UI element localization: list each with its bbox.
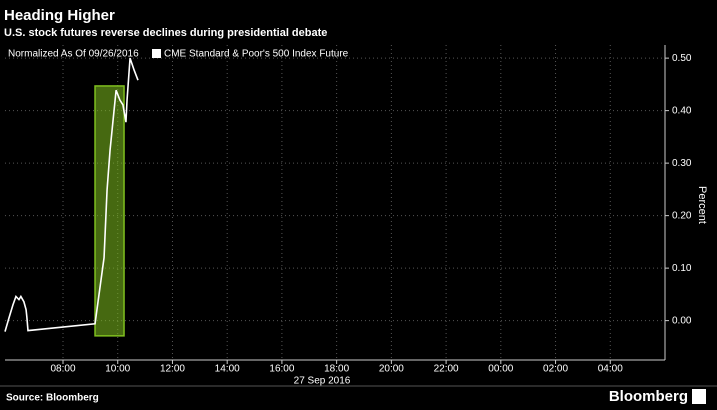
- y-tick-label: 0.30: [672, 158, 692, 169]
- x-tick-label: 00:00: [488, 364, 513, 375]
- x-tick-label: 02:00: [543, 364, 568, 375]
- x-tick-label: 14:00: [215, 364, 240, 375]
- y-tick-label: 0.10: [672, 263, 692, 274]
- y-tick-label: 0.20: [672, 210, 692, 221]
- y-axis-label: Percent: [696, 186, 708, 224]
- x-tick-label: 18:00: [324, 364, 349, 375]
- x-tick-label: 20:00: [379, 364, 404, 375]
- x-tick-label: 16:00: [269, 364, 294, 375]
- x-tick-label: 10:00: [105, 364, 130, 375]
- y-tick-label: 0.50: [672, 53, 692, 64]
- y-tick-label: 0.00: [672, 315, 692, 326]
- note: Normalized As Of 09/26/2016: [8, 49, 139, 60]
- legend-swatch: [152, 49, 161, 58]
- brand-icon: [692, 389, 706, 404]
- chart-subtitle: U.S. stock futures reverse declines duri…: [4, 27, 327, 39]
- y-tick-label: 0.40: [672, 105, 692, 116]
- x-tick-label: 12:00: [160, 364, 185, 375]
- chart-title: Heading Higher: [4, 7, 115, 24]
- highlight-region: [94, 85, 125, 337]
- x-tick-label: 04:00: [598, 364, 623, 375]
- x-tick-label: 22:00: [434, 364, 459, 375]
- x-axis-label: 27 Sep 2016: [294, 376, 351, 387]
- legend-label: CME Standard & Poor's 500 Index Future: [164, 49, 349, 60]
- brand: Bloomberg: [609, 388, 688, 405]
- x-tick-label: 08:00: [50, 364, 75, 375]
- source: Source: Bloomberg: [6, 393, 99, 404]
- series-line: [4, 57, 139, 332]
